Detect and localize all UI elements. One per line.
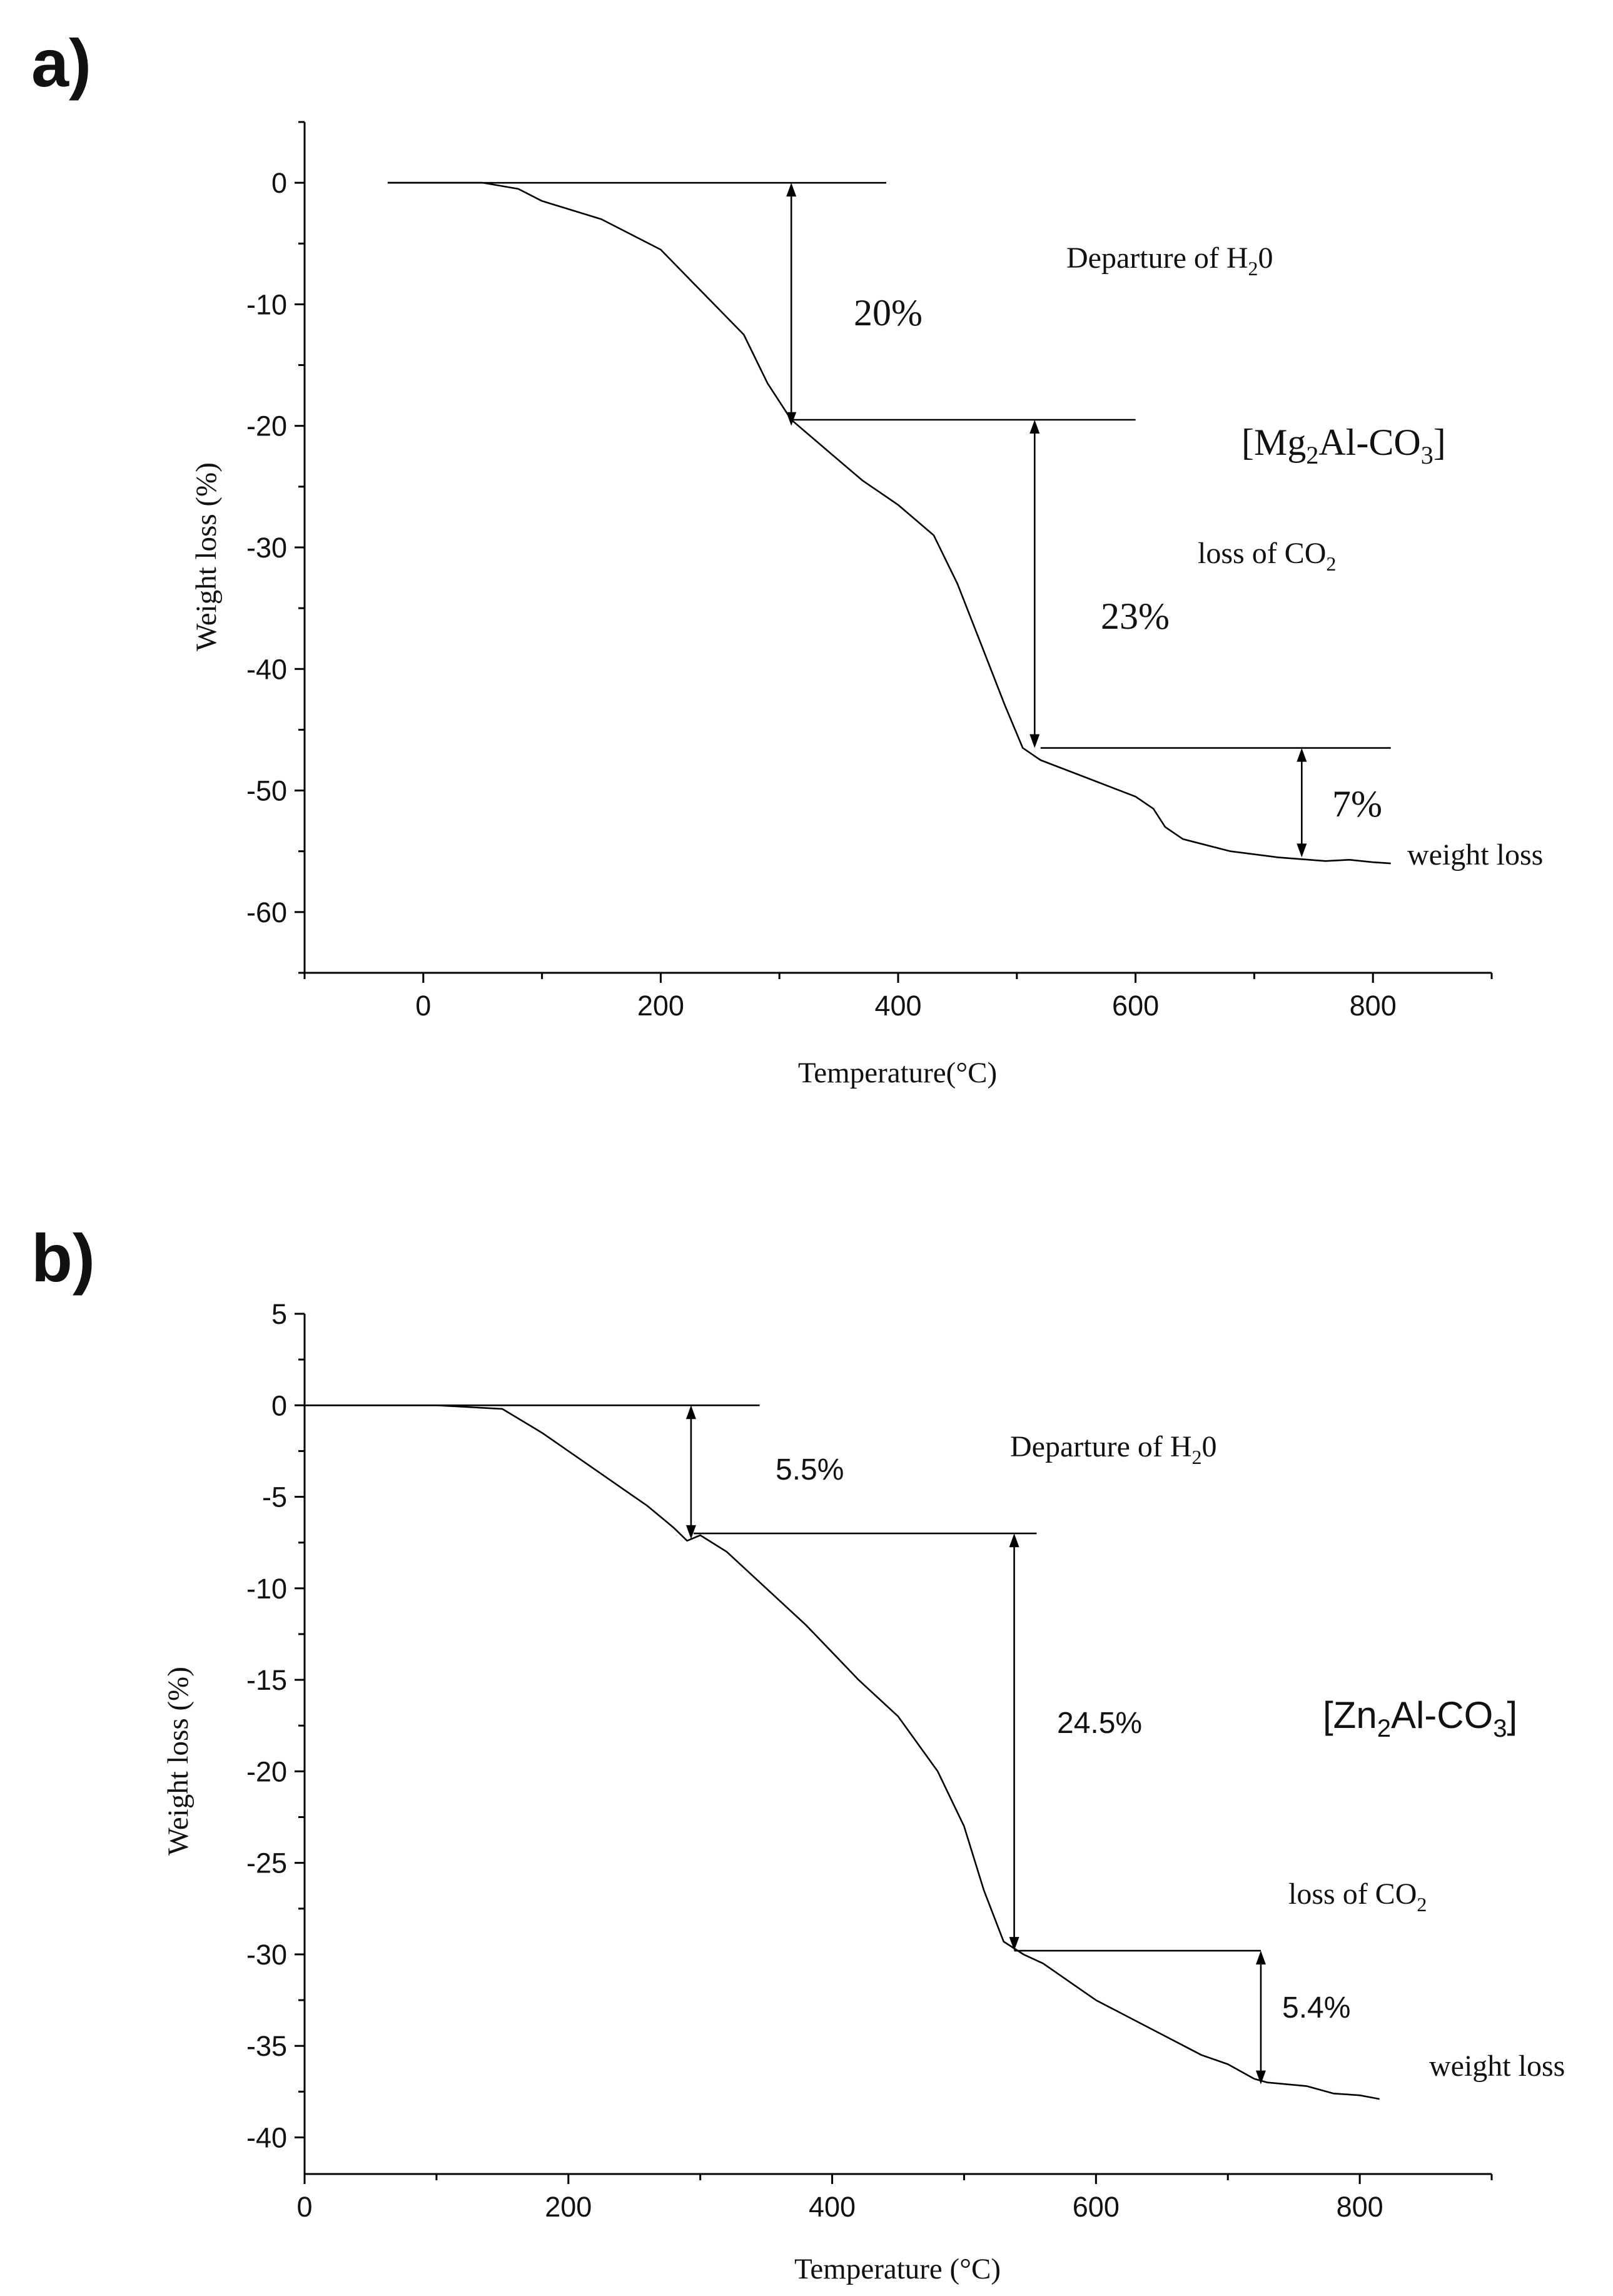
panel-b-y-tick-label: -20 <box>246 1755 287 1787</box>
panel-a-y-tick-label: -20 <box>246 410 287 442</box>
panel-a-weight-loss-curve <box>387 181 1391 865</box>
panel-a-percent-label: 23% <box>1101 596 1170 637</box>
panel-a: a) 0 200 400 600 800 0 -10 -20 -30 -40 -50 -60 Temp… <box>31 25 1543 1089</box>
panel-b-x-tick-label: 800 <box>1337 2191 1383 2223</box>
panel-b-y-tick-label: -15 <box>246 1664 287 1696</box>
panel-b-y-tick-label: 0 <box>271 1389 287 1421</box>
panel-a-y-tick-label: -60 <box>246 897 287 928</box>
panel-a-arrows <box>786 183 1307 858</box>
panel-b-axes <box>303 1314 1492 2175</box>
panel-a-arrow-head-down <box>1029 734 1040 748</box>
panel-a-compound-annotation: [Mg2Al-CO3] <box>1241 422 1446 469</box>
panel-a-x-axis-title: Temperature(°C) <box>798 1057 997 1089</box>
panel-a-y-tick-label: -30 <box>246 532 287 564</box>
panel-a-tick-labels: 0 200 400 600 800 0 -10 -20 -30 -40 -50 -60 <box>246 167 1397 1022</box>
panel-b-arrow-labels: 5.5% 24.5% 5.4% <box>776 1453 1350 2024</box>
panel-b-weight-loss-annotation: weight loss <box>1429 2050 1565 2083</box>
panel-a-departure-annotation: Departure of H20 <box>1066 241 1273 280</box>
panel-a-x-tick-label: 800 <box>1350 990 1397 1022</box>
panel-b: b) 0 200 400 600 800 5 0 -5 -10 -15 -20 -25 -30 -35 -4… <box>31 1220 1565 2285</box>
panel-a-arrow-head-up <box>786 183 797 197</box>
panel-a-y-tick-label: -40 <box>246 653 287 685</box>
panel-b-percent-label: 5.5% <box>776 1453 844 1486</box>
panel-b-x-tick-label: 0 <box>296 2191 312 2223</box>
panel-b-arrow-head-down <box>1255 2070 1266 2085</box>
panel-b-arrow-head-down <box>1009 1937 1019 1951</box>
panel-b-arrows <box>685 1405 1266 2085</box>
panel-b-y-tick-label: -5 <box>262 1481 287 1513</box>
panel-b-x-axis-title: Temperature (°C) <box>794 2253 1001 2285</box>
panel-a-percent-label: 7% <box>1332 783 1382 825</box>
panel-a-y-tick-label: -50 <box>246 775 287 807</box>
panel-b-x-tick-label: 400 <box>809 2191 856 2223</box>
panel-b-x-tick-label: 200 <box>545 2191 592 2223</box>
panel-b-percent-label: 5.4% <box>1282 1991 1350 2024</box>
panel-b-y-tick-label: -35 <box>246 2030 287 2062</box>
panel-a-y-axis-title: Weight loss (%) <box>190 462 223 651</box>
panel-b-compound-annotation: [Zn2Al-CO3] <box>1323 1694 1517 1742</box>
panel-b-y-tick-label: -30 <box>246 1939 287 1971</box>
panel-b-reference-lines <box>305 1404 1261 1952</box>
panel-b-arrow-head-up <box>1009 1533 1019 1548</box>
panel-b-y-tick-label: -40 <box>246 2121 287 2153</box>
panel-a-x-tick-label: 400 <box>874 990 921 1022</box>
panel-a-arrow-labels: 20% 23% 7% <box>854 292 1382 825</box>
panel-b-arrow-head-up <box>685 1405 696 1420</box>
panel-b-co2-annotation: loss of CO2 <box>1288 1877 1427 1916</box>
panel-b-y-axis-title: Weight loss (%) <box>162 1667 195 1856</box>
panel-b-x-tick-label: 600 <box>1073 2191 1120 2223</box>
panel-a-arrow-head-up <box>1029 420 1040 434</box>
panel-b-tick-labels: 0 200 400 600 800 5 0 -5 -10 -15 -20 -25 -30 -35 -40 <box>246 1298 1383 2223</box>
panel-a-x-tick-label: 0 <box>415 990 431 1022</box>
panel-a-label: a) <box>31 25 91 101</box>
panel-b-ticks <box>295 1313 1493 2184</box>
panel-a-weight-loss-annotation: weight loss <box>1407 838 1543 871</box>
panel-a-percent-label: 20% <box>854 292 923 333</box>
panel-a-arrow-head-down <box>1297 843 1307 858</box>
panel-b-arrow-head-down <box>685 1525 696 1539</box>
panel-a-y-tick-label: 0 <box>271 167 287 199</box>
panel-b-arrow-head-up <box>1255 1951 1266 1965</box>
panel-b-y-tick-label: -25 <box>246 1847 287 1879</box>
panel-b-y-tick-label: 5 <box>271 1298 287 1330</box>
panel-b-weight-loss-curve <box>305 1405 1380 2100</box>
panel-b-y-tick-label: -10 <box>246 1573 287 1605</box>
panel-b-departure-annotation: Departure of H20 <box>1010 1430 1217 1468</box>
panel-a-arrow-head-up <box>1297 748 1307 762</box>
panel-a-y-tick-label: -10 <box>246 288 287 320</box>
panel-a-co2-annotation: loss of CO2 <box>1198 537 1336 575</box>
panel-a-ticks <box>295 121 1493 983</box>
panel-b-percent-label: 24.5% <box>1057 1707 1142 1740</box>
panel-a-x-tick-label: 200 <box>637 990 684 1022</box>
panel-a-x-tick-label: 600 <box>1112 990 1159 1022</box>
panel-b-label: b) <box>31 1220 95 1296</box>
